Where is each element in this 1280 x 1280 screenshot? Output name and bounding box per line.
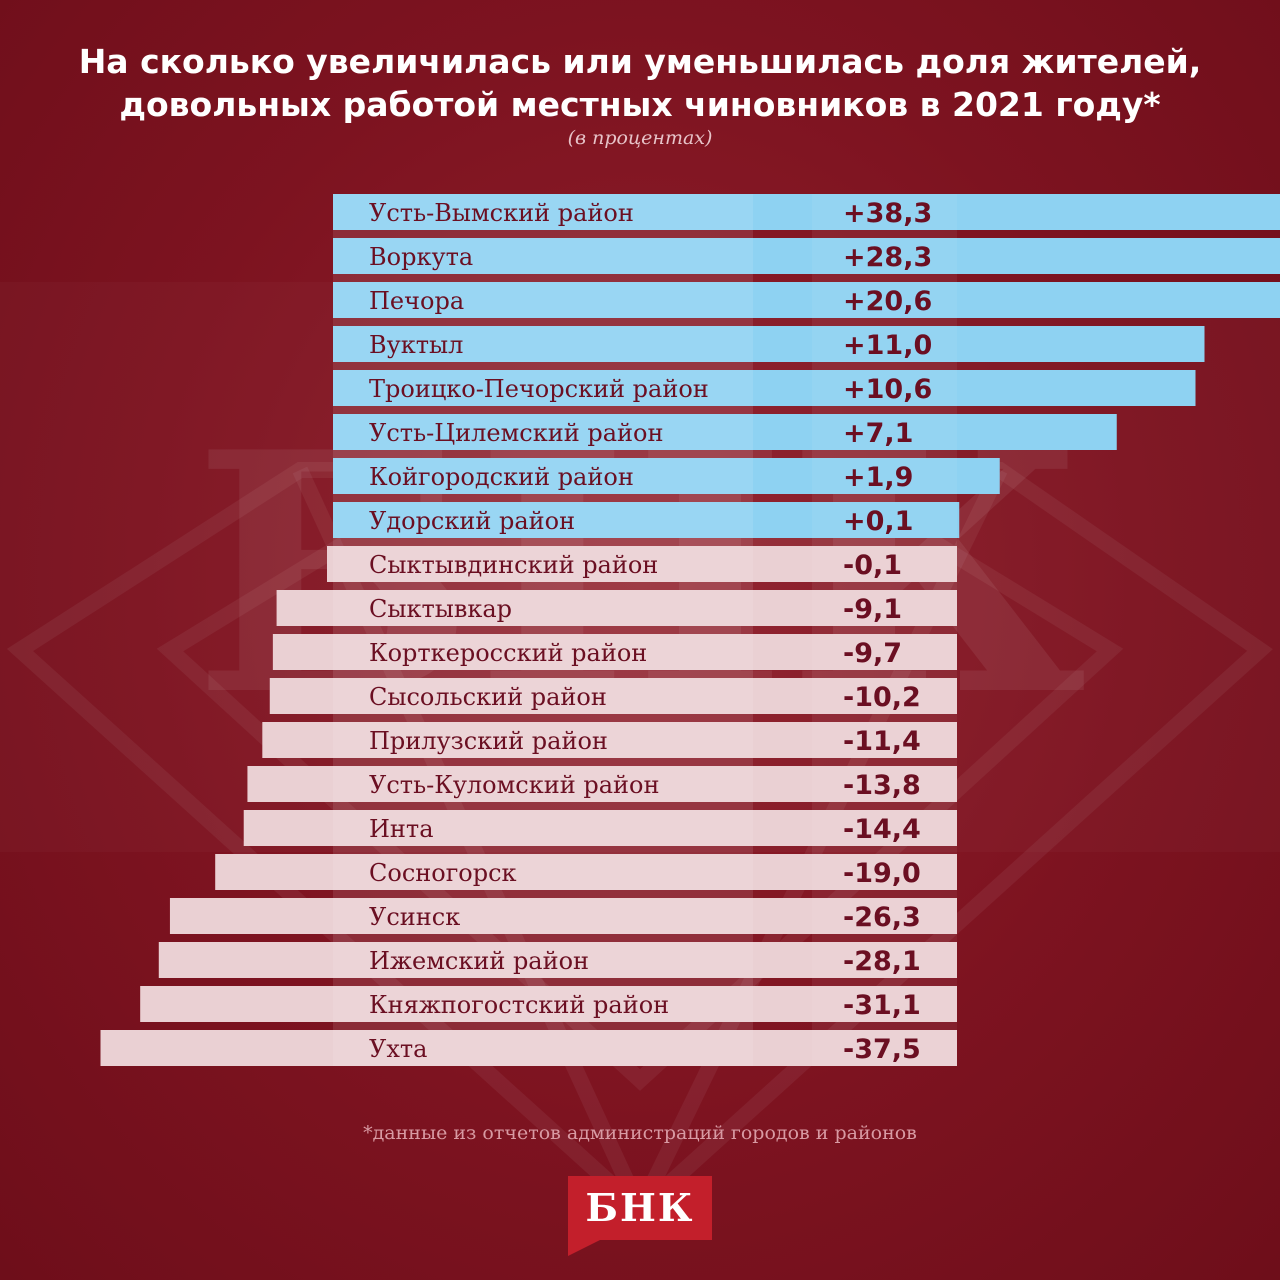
bar-16 [215,854,957,890]
bar-17 [169,898,957,934]
bar-value-17: -26,3 [843,902,921,933]
bar-label-16: Сосногорск [369,859,517,887]
bnk-logo: БНК [568,1176,712,1240]
bar-label-15: Инта [369,815,434,843]
bar-10 [276,590,958,626]
bar-14 [247,766,957,802]
value-column-band [812,194,957,1066]
bar-19 [140,986,957,1022]
bar-label-3: Печора [369,287,464,315]
bar-label-14: Усть-Куломский район [369,771,659,799]
bar-8 [333,502,960,538]
bar-15 [243,810,958,846]
bar-7 [333,458,1000,494]
bar-value-13: -11,4 [843,726,921,757]
bar-value-20: -37,5 [843,1034,921,1065]
chart-subtitle: (в процентах) [567,127,713,149]
bar-1 [333,194,1280,230]
bnk-logo-tail [568,1240,600,1256]
bar-5 [333,370,1196,406]
bar-value-11: -9,7 [843,638,902,669]
bar-label-8: Удорский район [369,507,575,535]
bar-label-18: Ижемский район [369,947,589,975]
bar-value-19: -31,1 [843,990,921,1021]
bar-label-19: Княжпогостский район [369,991,669,1019]
label-column-band [333,194,753,1066]
bar-18 [158,942,957,978]
bar-label-13: Прилузский район [369,727,608,755]
bar-value-5: +10,6 [843,374,932,405]
bar-value-9: -0,1 [843,550,902,581]
bar-label-7: Койгородский район [369,463,634,491]
bar-2 [333,238,1280,274]
bar-value-7: +1,9 [843,462,913,493]
bar-value-8: +0,1 [843,506,913,537]
chart-title: На сколько увеличилась или уменьшилась д… [0,40,1280,126]
bar-value-6: +7,1 [843,418,913,449]
bar-11 [272,634,957,670]
bar-label-5: Троицко-Печорский район [369,375,709,403]
bar-value-1: +38,3 [843,198,932,229]
bar-12 [269,678,957,714]
bar-label-9: Сыктывдинский район [369,551,658,579]
bar-value-14: -13,8 [843,770,921,801]
bar-label-11: Корткеросский район [369,639,647,667]
bar-label-12: Сысольский район [369,683,607,711]
bar-20 [100,1030,957,1066]
title-line-1: На сколько увеличилась или уменьшилась д… [78,42,1202,81]
bar-6 [333,414,1117,450]
bar-value-2: +28,3 [843,242,932,273]
bar-label-10: Сыктывкар [369,595,512,623]
bar-value-10: -9,1 [843,594,902,625]
bar-value-3: +20,6 [843,286,932,317]
bar-label-17: Усинск [369,903,460,931]
bar-value-15: -14,4 [843,814,921,845]
bar-value-12: -10,2 [843,682,921,713]
bar-13 [262,722,957,758]
bar-9 [327,546,957,582]
footnote: *данные из отчетов администраций городов… [363,1122,917,1144]
bar-label-1: Усть-Вымский район [369,199,634,227]
bar-label-4: Вуктыл [369,331,463,359]
bar-value-18: -28,1 [843,946,921,977]
title-line-2: довольных работой местных чиновников в 2… [119,85,1161,124]
bar-label-20: Ухта [369,1035,427,1063]
bar-value-16: -19,0 [843,858,921,889]
bar-label-6: Усть-Цилемский район [369,419,663,447]
bar-value-4: +11,0 [843,330,932,361]
bar-label-2: Воркута [369,243,473,271]
bar-3 [333,282,1280,318]
bar-4 [333,326,1205,362]
